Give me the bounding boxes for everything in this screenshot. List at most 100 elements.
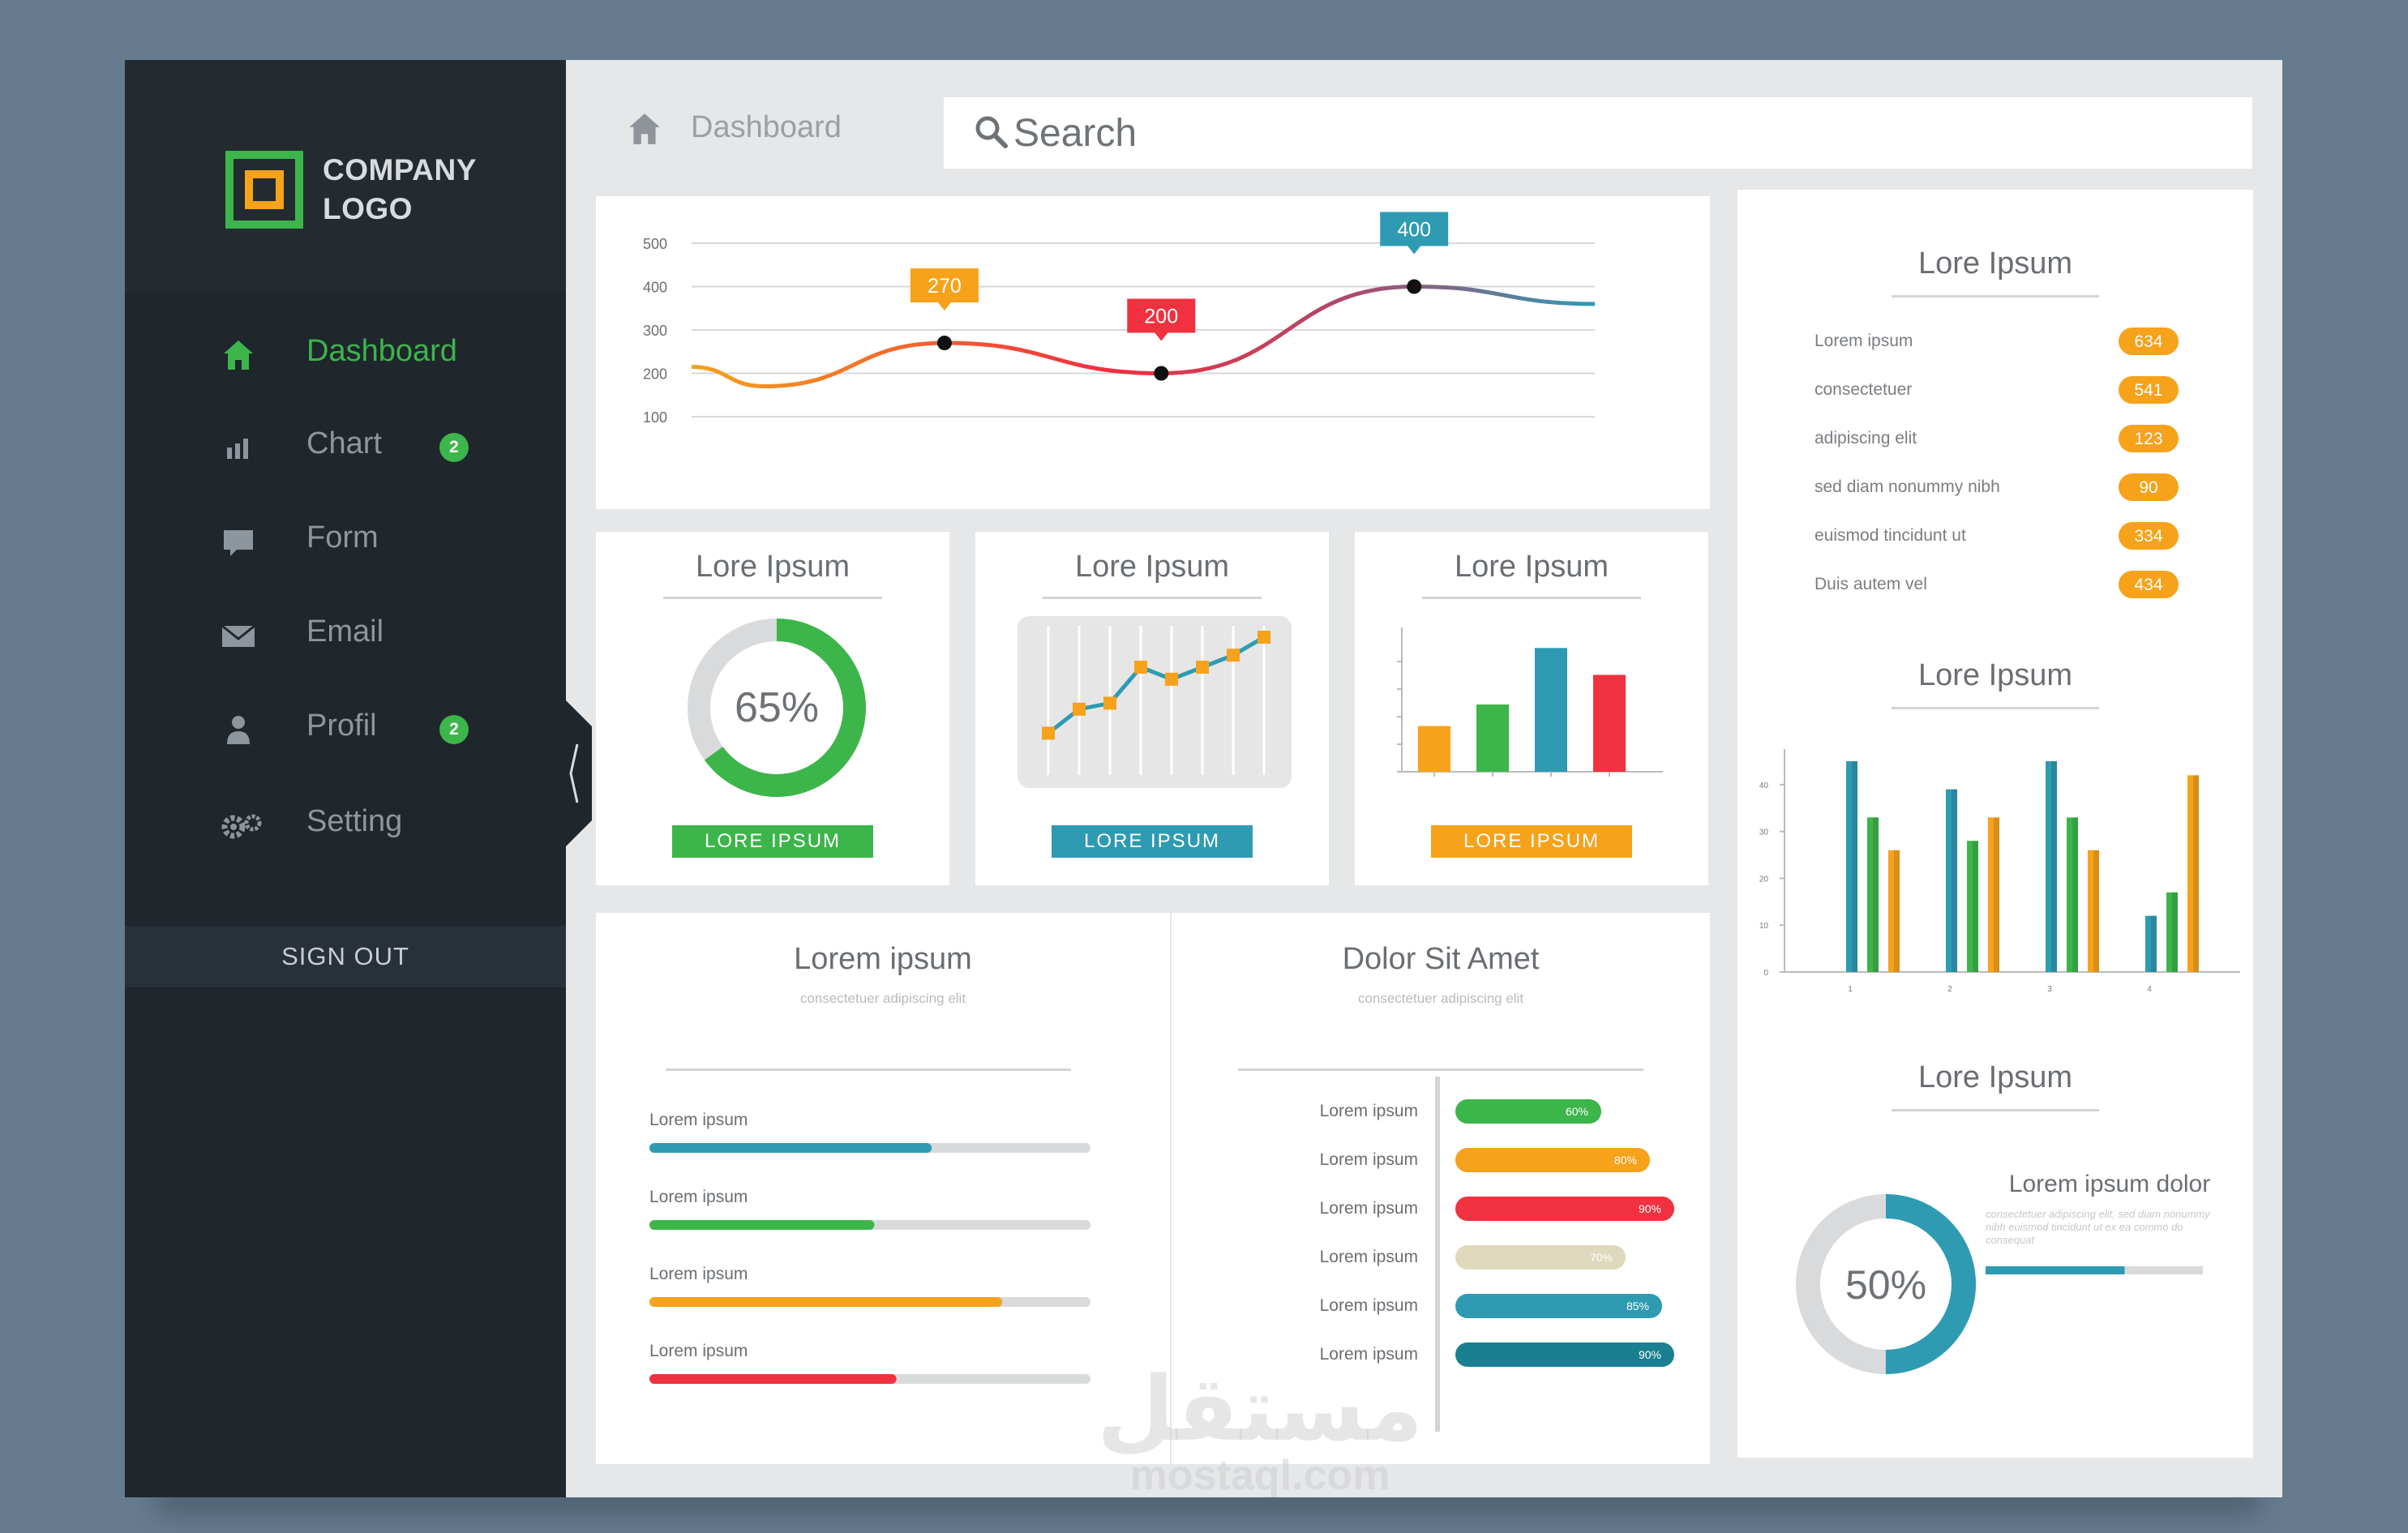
sidebar-item-chart[interactable]: Chart 2 bbox=[125, 410, 566, 483]
stat-label: Duis autem vel bbox=[1815, 575, 1927, 593]
bar bbox=[1946, 789, 1957, 972]
home-icon[interactable] bbox=[626, 110, 663, 148]
progress-fill bbox=[649, 1297, 1003, 1307]
sidebar-collapse-toggle[interactable] bbox=[566, 700, 592, 846]
chart-background bbox=[1018, 616, 1292, 788]
logo-line2: LOGO bbox=[323, 192, 413, 225]
y-tick-label: 30 bbox=[1759, 829, 1769, 837]
callout-pointer bbox=[1408, 246, 1421, 255]
stat-value: 334 bbox=[2134, 527, 2162, 546]
data-point bbox=[1258, 631, 1270, 644]
data-point bbox=[1165, 672, 1178, 686]
data-point bbox=[1227, 649, 1240, 662]
stat-value: 434 bbox=[2134, 576, 2162, 594]
y-tick-label: 400 bbox=[643, 280, 667, 296]
bar bbox=[1418, 726, 1450, 772]
title-divider bbox=[1892, 1109, 2099, 1111]
hbar-label: Lorem ipsum bbox=[1320, 1102, 1418, 1120]
search-input[interactable] bbox=[1012, 105, 2150, 161]
bar bbox=[1967, 841, 1978, 972]
mini-line-chart bbox=[1018, 616, 1292, 788]
stats-list: Lorem ipsum 634 consectetuer 541 adipiscing … bbox=[1815, 328, 2179, 598]
card-title: Lore Ipsum bbox=[1454, 550, 1609, 584]
x-tick-label: 3 bbox=[2047, 985, 2052, 994]
y-tick-label: 500 bbox=[643, 236, 667, 252]
chat-bubble-icon bbox=[224, 530, 253, 556]
stat-badge bbox=[2119, 425, 2179, 452]
hbar bbox=[1455, 1245, 1626, 1270]
progress-list: Lorem ipsum Lorem ipsum Lorem ipsum Lorem i… bbox=[649, 1111, 1090, 1384]
envelope-icon bbox=[221, 624, 255, 647]
progress-fill bbox=[649, 1143, 932, 1153]
stat-value: 123 bbox=[2134, 430, 2162, 448]
data-point bbox=[1134, 661, 1147, 674]
lore-ipsum-button[interactable]: LORE IPSUM bbox=[1052, 825, 1253, 858]
bar bbox=[2145, 915, 2157, 972]
card-subtitle: consectetuer adipiscing elit bbox=[1357, 991, 1524, 1006]
stat-badge bbox=[2119, 571, 2179, 598]
bar-shade bbox=[2051, 761, 2057, 972]
card-title: Lore Ipsum bbox=[695, 550, 851, 584]
hbar bbox=[1455, 1148, 1650, 1172]
donut-percent-label: 65% bbox=[735, 684, 819, 731]
sidebar-item-dashboard[interactable]: Dashboard bbox=[125, 318, 566, 391]
bar-shade bbox=[1994, 817, 1999, 972]
hbar-percent: 60% bbox=[1566, 1105, 1588, 1118]
mini-bar-card: Lore Ipsum LORE IPSUM bbox=[1355, 532, 1708, 885]
hbar-percent: 85% bbox=[1626, 1300, 1649, 1312]
bar-shade bbox=[1873, 817, 1879, 972]
title-divider bbox=[663, 597, 882, 599]
data-point bbox=[1073, 702, 1086, 716]
y-tick-label: 100 bbox=[643, 409, 667, 426]
sidebar-item-profil[interactable]: Profil 2 bbox=[125, 692, 566, 765]
donut-chart: 65% bbox=[688, 619, 866, 797]
donut-progress-bar bbox=[1986, 1266, 2125, 1274]
donut-progress-arc bbox=[688, 619, 866, 797]
bar bbox=[1888, 850, 1900, 972]
breadcrumb[interactable]: Dashboard bbox=[691, 110, 842, 144]
stat-label: consectetuer bbox=[1815, 380, 1912, 399]
bar-shade bbox=[2193, 775, 2199, 972]
callout-pointer bbox=[1155, 332, 1168, 341]
x-tick-label: 4 bbox=[2147, 985, 2152, 994]
search-icon bbox=[975, 116, 1008, 148]
hbar bbox=[1455, 1342, 1674, 1367]
card-title: Lore Ipsum bbox=[1917, 658, 2073, 692]
sidebar-item-form[interactable]: Form bbox=[125, 504, 566, 577]
lore-ipsum-button[interactable]: LORE IPSUM bbox=[672, 825, 873, 858]
donut-card: Lore Ipsum 65% LORE IPSUM bbox=[596, 532, 949, 885]
stat-label: adipiscing elit bbox=[1815, 429, 1917, 447]
mini-bar-chart bbox=[1397, 627, 1663, 777]
bar-shade bbox=[1894, 850, 1900, 972]
sidebar-item-setting[interactable]: Setting bbox=[125, 788, 566, 861]
progress-label: Lorem ipsum bbox=[649, 1111, 748, 1129]
stat-badge bbox=[2119, 328, 2179, 355]
y-tick-label: 10 bbox=[1759, 922, 1769, 931]
callout-box bbox=[1127, 298, 1196, 333]
stat-value: 90 bbox=[2139, 478, 2157, 497]
sidebar-item-email[interactable]: Email bbox=[125, 598, 566, 671]
lore-ipsum-button[interactable]: LORE IPSUM bbox=[1431, 825, 1632, 858]
card-title: Lorem ipsum bbox=[794, 942, 972, 976]
bar bbox=[2067, 817, 2078, 972]
card-title: Lore Ipsum bbox=[1917, 1060, 2073, 1094]
search-bar[interactable] bbox=[944, 97, 2252, 169]
callout-pointer bbox=[937, 302, 951, 311]
callout-label: 270 bbox=[928, 275, 962, 298]
notification-badge: 2 bbox=[439, 433, 469, 462]
y-tick-label: 300 bbox=[643, 323, 667, 339]
line-chart: 500 400 300 200 100 270 200 400 bbox=[643, 212, 1596, 426]
sidebar-item-label: Profil bbox=[306, 709, 377, 743]
sign-out-button[interactable]: SIGN OUT bbox=[125, 926, 566, 987]
x-tick-label: 2 bbox=[1947, 985, 1952, 994]
series-line bbox=[691, 284, 1596, 389]
progress-fill bbox=[649, 1374, 897, 1384]
bar-shade bbox=[2151, 915, 2157, 972]
card-title: Dolor Sit Amet bbox=[1342, 942, 1540, 976]
bar bbox=[2088, 850, 2099, 972]
hbar-label: Lorem ipsum bbox=[1320, 1150, 1418, 1169]
stat-badge bbox=[2119, 376, 2179, 404]
stat-label: Lorem ipsum bbox=[1815, 332, 1913, 350]
progress-card: Lorem ipsum consectetuer adipiscing elit… bbox=[596, 913, 1170, 1464]
bar bbox=[1476, 704, 1509, 772]
